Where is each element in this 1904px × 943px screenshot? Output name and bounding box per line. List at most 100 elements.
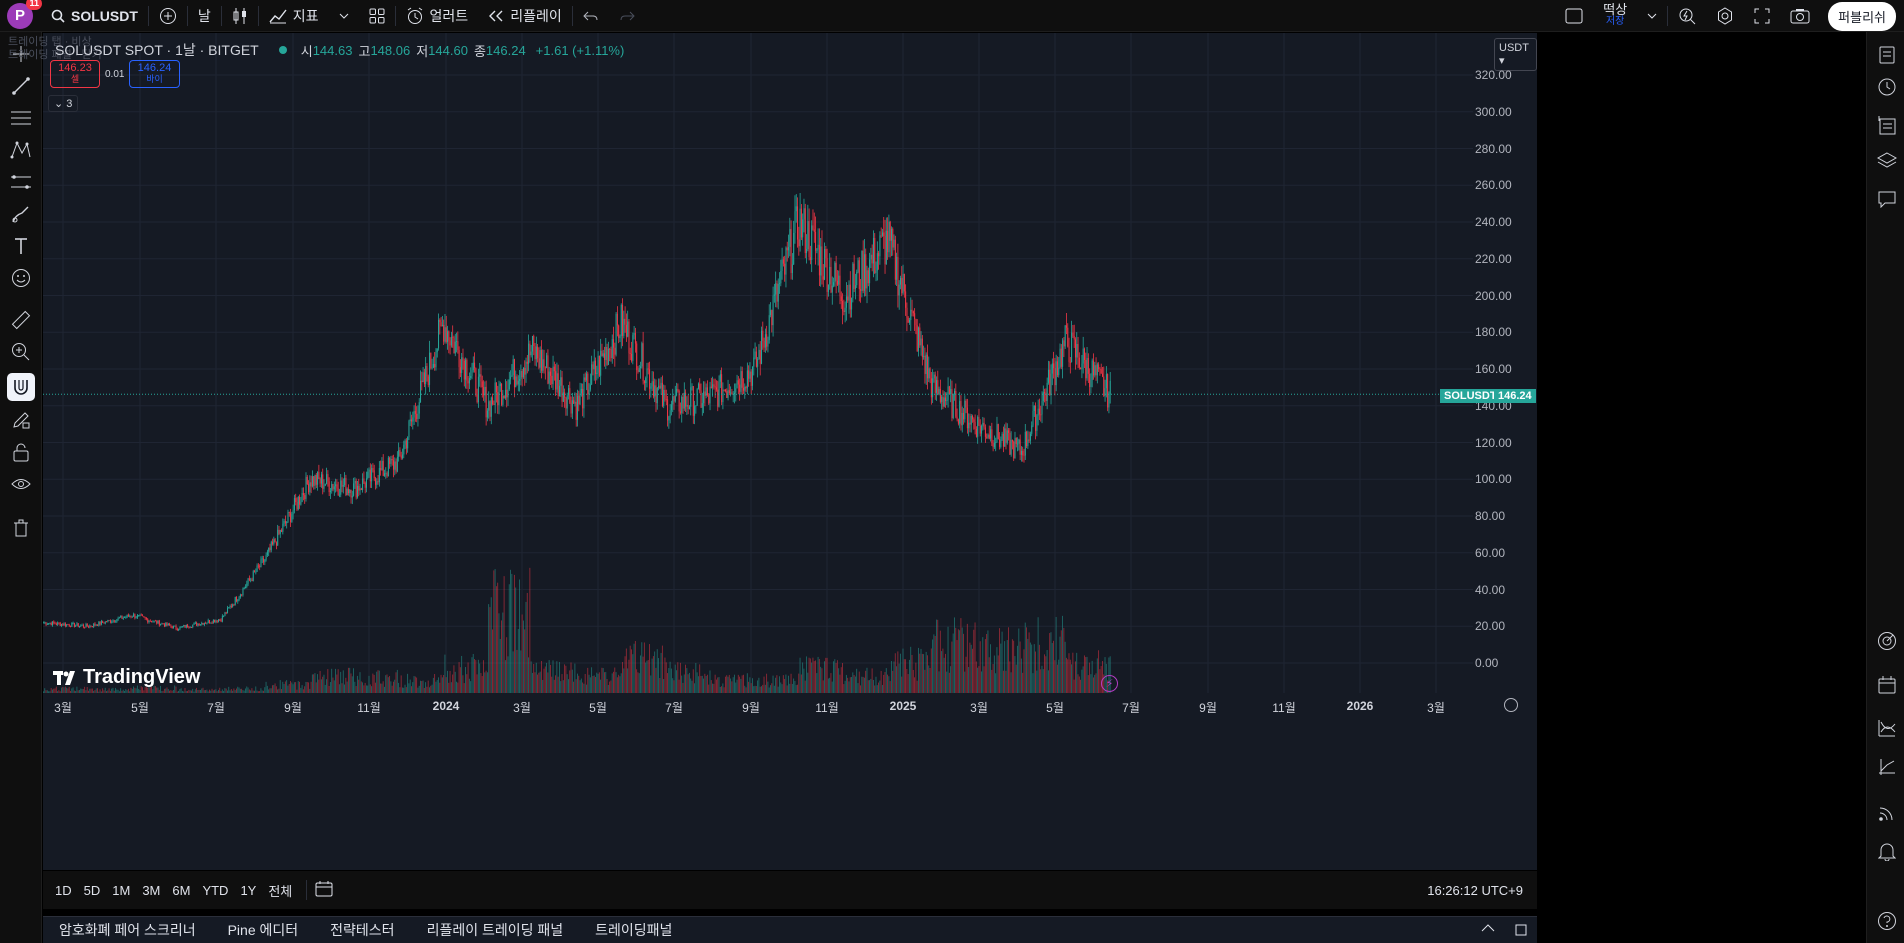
alerts-panel-button[interactable] xyxy=(1874,74,1900,100)
candle-body xyxy=(296,501,298,510)
watchlist-button[interactable] xyxy=(1874,42,1900,68)
range-5d[interactable]: 5D xyxy=(83,882,101,898)
crosshair-tool[interactable] xyxy=(7,40,35,68)
layout-menu-dropdown[interactable] xyxy=(1637,0,1667,32)
user-avatar[interactable]: P 11 xyxy=(7,0,42,29)
axis-settings-icon[interactable] xyxy=(1504,698,1518,712)
brush-tool[interactable] xyxy=(7,200,35,228)
candle-body xyxy=(214,619,216,623)
volume-bar xyxy=(256,690,258,693)
help-button[interactable] xyxy=(1874,908,1900,934)
magnet-tool[interactable] xyxy=(7,373,35,401)
symbol-search-button[interactable]: SOLUSDT xyxy=(41,0,148,32)
publish-button[interactable]: 퍼블리쉬 xyxy=(1828,1,1896,31)
remove-drawings-tool[interactable] xyxy=(7,514,35,542)
lightning-icon[interactable]: ⚡ xyxy=(1101,675,1118,692)
candle-body xyxy=(1036,415,1038,431)
chevron-up-icon[interactable] xyxy=(1481,924,1495,932)
volume-bar xyxy=(131,688,133,693)
alert-button[interactable]: 얼러트 xyxy=(396,0,479,32)
indicators-dropdown[interactable] xyxy=(329,0,359,32)
redo-button[interactable] xyxy=(609,0,645,32)
volume-bar xyxy=(921,653,923,693)
layout-window-button[interactable] xyxy=(1555,0,1593,32)
emoji-tool[interactable] xyxy=(7,264,35,292)
tradingview-logo[interactable]: TradingView xyxy=(53,666,200,689)
volume-bar xyxy=(777,686,779,693)
volume-bar xyxy=(318,679,320,693)
volume-bar xyxy=(1065,657,1067,693)
fullscreen-button[interactable] xyxy=(1744,0,1780,32)
price-chart[interactable] xyxy=(43,33,1537,870)
candle-body xyxy=(992,443,994,448)
volume-bar xyxy=(508,584,510,693)
candle-body xyxy=(237,599,239,602)
snapshot-button[interactable] xyxy=(1780,0,1820,32)
data-window-button[interactable] xyxy=(1874,754,1900,780)
buy-button[interactable]: 146.24 바이 xyxy=(129,60,180,88)
volume-bar xyxy=(642,656,644,693)
volume-bar xyxy=(750,683,752,693)
chat-button[interactable] xyxy=(1874,186,1900,212)
chart-pane[interactable]: 트레이딩 탭 · 비상 트레이딩 패널 · 닫기 SOLUSDT SPOT · … xyxy=(8,33,1537,870)
layouts-button[interactable] xyxy=(359,0,395,32)
object-tree-button[interactable] xyxy=(1874,148,1900,174)
candle-body xyxy=(595,360,597,375)
volume-bar xyxy=(565,665,567,693)
range-1d[interactable]: 1D xyxy=(55,882,72,898)
save-layout-button[interactable]: 떡상 저장 xyxy=(1593,3,1637,28)
time-tick-label: 7월 xyxy=(1122,701,1140,715)
keep-drawing-tool[interactable] xyxy=(7,406,35,434)
notifications-button[interactable] xyxy=(1874,838,1900,864)
goto-date-button[interactable] xyxy=(315,880,333,900)
range-all[interactable]: 전체 xyxy=(268,883,293,899)
measure-tool[interactable] xyxy=(7,306,35,334)
trendline-tool[interactable] xyxy=(7,72,35,100)
candle-body xyxy=(1062,340,1064,367)
range-3m[interactable]: 3M xyxy=(142,882,161,898)
range-1m[interactable]: 1M xyxy=(112,882,131,898)
strategy-button[interactable] xyxy=(1874,715,1900,741)
lock-drawings-tool[interactable] xyxy=(7,438,35,466)
tab-trading-panel[interactable]: 트레이딩패널 xyxy=(595,922,673,938)
candle-body xyxy=(584,377,586,381)
legend-title[interactable]: SOLUSDT SPOT · 1날 · BITGET xyxy=(55,42,259,58)
collapse-legend-button[interactable]: ⌄ 3 xyxy=(48,95,79,112)
range-ytd[interactable]: YTD xyxy=(202,882,229,898)
volume-bar xyxy=(310,681,312,693)
interval-button[interactable]: 날 xyxy=(188,0,221,32)
fib-tool[interactable] xyxy=(7,104,35,132)
currency-selector[interactable]: USDT ▾ xyxy=(1494,38,1537,71)
price-tick-label: 120.00 xyxy=(1475,435,1512,450)
forecast-tool[interactable] xyxy=(7,168,35,196)
zoom-tool[interactable] xyxy=(7,338,35,366)
maximize-icon[interactable] xyxy=(1515,924,1527,936)
candle-body xyxy=(813,229,815,233)
hide-drawings-tool[interactable] xyxy=(7,470,35,498)
range-6m[interactable]: 6M xyxy=(172,882,191,898)
clock[interactable]: 16:26:12 UTC+9 xyxy=(1427,882,1523,898)
compare-symbol-button[interactable] xyxy=(149,0,187,32)
pattern-tool[interactable] xyxy=(7,136,35,164)
sell-button[interactable]: 146.23 셀 xyxy=(50,60,100,88)
quick-search-button[interactable] xyxy=(1668,0,1706,32)
news-button[interactable] xyxy=(1874,112,1900,138)
replay-button[interactable]: 리플레이 xyxy=(478,0,572,32)
stream-button[interactable] xyxy=(1874,800,1900,826)
text-tool[interactable] xyxy=(7,232,35,260)
pine-screener-button[interactable] xyxy=(1874,628,1900,654)
undo-button[interactable] xyxy=(573,0,609,32)
candle-body xyxy=(685,392,687,407)
range-1y[interactable]: 1Y xyxy=(240,882,257,898)
calendar-button[interactable] xyxy=(1874,672,1900,698)
chart-type-button[interactable] xyxy=(222,0,258,32)
settings-button[interactable] xyxy=(1706,0,1744,32)
indicators-button[interactable]: 지표 xyxy=(259,0,329,32)
tab-screener[interactable]: 암호화폐 페어 스크리너 xyxy=(59,922,196,938)
last-price-tag: 146.24 xyxy=(1494,389,1536,403)
tab-pine-editor[interactable]: Pine 에디터 xyxy=(227,922,299,938)
tab-strategy-tester[interactable]: 전략테스터 xyxy=(330,922,395,938)
volume-bar xyxy=(601,667,603,693)
candle-body xyxy=(259,566,261,568)
tab-replay-panel[interactable]: 리플레이 트레이딩 패널 xyxy=(426,922,564,938)
